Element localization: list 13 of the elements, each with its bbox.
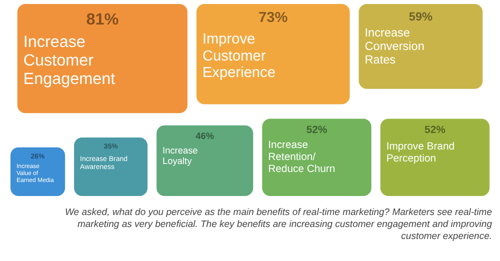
text: We asked, what do you perceive as the main benefits of real-time marketing? Marketers see real-time marketing as very beneficial. The key benefits are increasing customer engagement and improving customer experience.	[65, 207, 493, 242]
category-label: Increase Retention/ Reduce Churn	[268, 140, 336, 176]
category-label: Increase Customer Engagement	[23, 32, 116, 88]
category-label: Increase Conversion Rates	[364, 25, 424, 67]
data-label: 46%	[196, 130, 214, 141]
data-label: 52%	[306, 125, 328, 136]
category-label: Improve Customer Experience	[202, 32, 276, 82]
data-label: 59%	[408, 9, 434, 24]
data-label: 73%	[258, 10, 288, 26]
data-label: 81%	[86, 10, 119, 28]
data-label: 52%	[424, 125, 446, 136]
category-label: Improve Brand Perception	[386, 142, 455, 165]
category-label: Increase Loyalty	[162, 145, 198, 166]
